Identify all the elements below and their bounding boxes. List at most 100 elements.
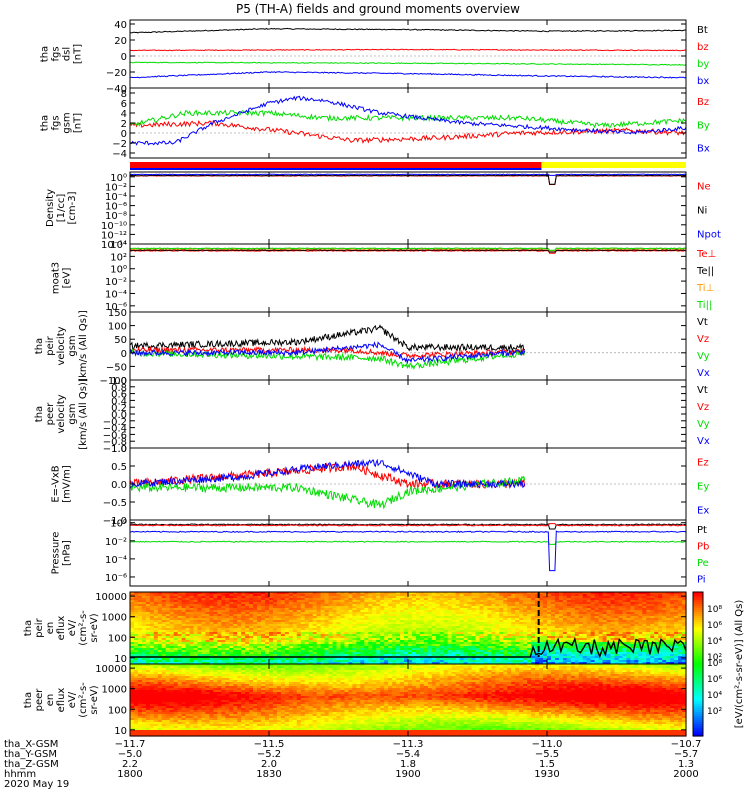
heatmap-cell bbox=[197, 594, 203, 597]
heatmap-cell bbox=[292, 606, 298, 609]
heatmap-cell bbox=[253, 616, 258, 619]
heatmap-cell bbox=[272, 608, 278, 611]
heatmap-cell bbox=[547, 658, 552, 661]
heatmap-cell bbox=[499, 650, 504, 653]
heatmap-cell bbox=[253, 606, 258, 609]
heatmap-cell bbox=[221, 658, 226, 661]
series-line-by bbox=[129, 61, 687, 66]
heatmap-cell bbox=[630, 592, 635, 595]
y-axis-label: fgs bbox=[51, 115, 62, 130]
heatmap-cell bbox=[451, 606, 457, 609]
heatmap-cell bbox=[288, 604, 294, 607]
heatmap-cell bbox=[296, 592, 302, 595]
heatmap-cell bbox=[241, 592, 246, 595]
heatmap-cell bbox=[340, 652, 346, 655]
heatmap-cell bbox=[344, 614, 350, 617]
heatmap-cell bbox=[400, 638, 405, 641]
heatmap-cell bbox=[332, 600, 338, 603]
heatmap-cell bbox=[201, 600, 207, 603]
heatmap-cell bbox=[384, 596, 389, 599]
heatmap-cell bbox=[376, 592, 381, 595]
heatmap-cell bbox=[511, 658, 516, 661]
heatmap-cell bbox=[165, 630, 171, 633]
heatmap-cell bbox=[586, 620, 592, 623]
heatmap-cell bbox=[415, 620, 421, 623]
heatmap-cell bbox=[205, 598, 211, 601]
heatmap-cell bbox=[233, 592, 238, 595]
heatmap-cell bbox=[431, 618, 437, 621]
heatmap-cell bbox=[340, 620, 346, 623]
heatmap-cell bbox=[304, 616, 310, 619]
heatmap-cell bbox=[161, 596, 167, 599]
heatmap-cell bbox=[304, 632, 310, 635]
heatmap-cell bbox=[455, 648, 461, 651]
heatmap-cell bbox=[467, 620, 473, 623]
heatmap-cell bbox=[376, 636, 381, 639]
heatmap-cell bbox=[356, 594, 361, 597]
heatmap-cell bbox=[328, 604, 334, 607]
heatmap-cell bbox=[479, 640, 485, 643]
heatmap-cell bbox=[578, 660, 584, 663]
heatmap-cell bbox=[539, 660, 544, 663]
y-tick-label: 8 bbox=[121, 89, 127, 100]
heatmap-cell bbox=[249, 618, 254, 621]
heatmap-cell bbox=[153, 608, 159, 611]
heatmap-cell bbox=[443, 630, 449, 633]
heatmap-cell bbox=[630, 658, 635, 661]
heatmap-cell bbox=[320, 610, 326, 613]
heatmap-cell bbox=[578, 628, 584, 631]
heatmap-cell bbox=[622, 650, 628, 653]
heatmap-cell bbox=[316, 600, 322, 603]
heatmap-cell bbox=[352, 622, 357, 625]
heatmap-cell bbox=[443, 662, 449, 665]
heatmap-cell bbox=[404, 622, 409, 625]
heatmap-cell bbox=[594, 602, 600, 605]
heatmap-cell bbox=[459, 654, 465, 657]
legend-entry: By bbox=[697, 120, 710, 131]
heatmap-cell bbox=[241, 602, 246, 605]
heatmap-cell bbox=[539, 604, 544, 607]
heatmap-cell bbox=[269, 632, 274, 635]
heatmap-cell bbox=[479, 648, 485, 651]
heatmap-cell bbox=[396, 616, 401, 619]
heatmap-cell bbox=[276, 636, 282, 639]
heatmap-cell bbox=[348, 608, 353, 611]
heatmap-cell bbox=[173, 636, 179, 639]
heatmap-cell bbox=[543, 660, 548, 663]
heatmap-cell bbox=[141, 600, 147, 603]
heatmap-cell bbox=[130, 644, 135, 647]
heatmap-cell bbox=[173, 594, 179, 597]
heatmap-cell bbox=[233, 616, 238, 619]
heatmap-cell bbox=[384, 618, 389, 621]
heatmap-cell bbox=[574, 596, 580, 599]
heatmap-cell bbox=[249, 638, 254, 641]
heatmap-cell bbox=[396, 600, 401, 603]
heatmap-cell bbox=[356, 626, 361, 629]
heatmap-cell bbox=[320, 634, 326, 637]
heatmap-cell bbox=[189, 602, 195, 605]
heatmap-cell bbox=[280, 644, 286, 647]
heatmap-cell bbox=[165, 638, 171, 641]
heatmap-cell bbox=[427, 614, 433, 617]
y-axis-label: tha bbox=[34, 338, 45, 354]
heatmap-cell bbox=[356, 614, 361, 617]
heatmap-cell bbox=[145, 660, 151, 663]
heatmap-cell bbox=[582, 628, 588, 631]
heatmap-cell bbox=[435, 654, 441, 657]
heatmap-cell bbox=[479, 612, 485, 615]
heatmap-cell bbox=[261, 608, 266, 611]
heatmap-cell bbox=[491, 660, 496, 663]
heatmap-cell bbox=[479, 628, 485, 631]
heatmap-cell bbox=[451, 626, 457, 629]
heatmap-cell bbox=[550, 638, 556, 641]
heatmap-cell bbox=[137, 602, 143, 605]
heatmap-cell bbox=[503, 634, 508, 637]
heatmap-cell bbox=[443, 618, 449, 621]
heatmap-cell bbox=[276, 610, 282, 613]
heatmap-cell bbox=[408, 652, 413, 655]
heatmap-cell bbox=[558, 598, 564, 601]
heatmap-cell bbox=[320, 626, 326, 629]
heatmap-cell bbox=[380, 614, 385, 617]
heatmap-cell bbox=[614, 632, 620, 635]
heatmap-cell bbox=[221, 662, 226, 665]
